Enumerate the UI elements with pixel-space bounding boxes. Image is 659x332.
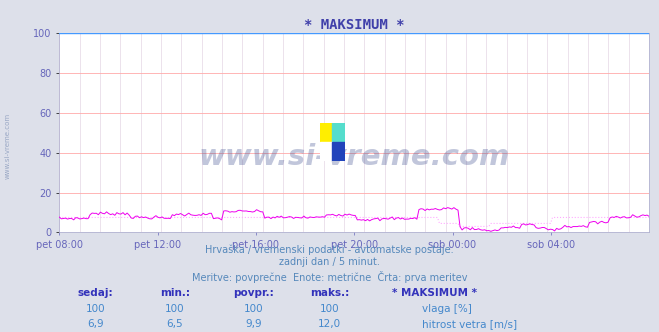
Text: sedaj:: sedaj: bbox=[78, 288, 113, 298]
Text: 6,9: 6,9 bbox=[87, 319, 104, 329]
Text: * MAKSIMUM *: * MAKSIMUM * bbox=[393, 288, 477, 298]
Text: 100: 100 bbox=[165, 304, 185, 314]
Text: www.si-vreme.com: www.si-vreme.com bbox=[198, 143, 510, 171]
Text: povpr.:: povpr.: bbox=[233, 288, 274, 298]
Text: www.si-vreme.com: www.si-vreme.com bbox=[5, 113, 11, 179]
Text: 9,9: 9,9 bbox=[245, 319, 262, 329]
Text: 100: 100 bbox=[86, 304, 105, 314]
Text: Hrvaška / vremenski podatki - avtomatske postaje.: Hrvaška / vremenski podatki - avtomatske… bbox=[205, 244, 454, 255]
Bar bbox=[320, 142, 332, 161]
Text: 12,0: 12,0 bbox=[318, 319, 341, 329]
Text: 100: 100 bbox=[320, 304, 339, 314]
Text: 6,5: 6,5 bbox=[166, 319, 183, 329]
Text: zadnji dan / 5 minut.: zadnji dan / 5 minut. bbox=[279, 257, 380, 267]
Bar bbox=[320, 123, 332, 142]
Text: hitrost vetra [m/s]: hitrost vetra [m/s] bbox=[422, 319, 517, 329]
Title: * MAKSIMUM *: * MAKSIMUM * bbox=[304, 18, 405, 32]
Text: 100: 100 bbox=[244, 304, 264, 314]
Text: min.:: min.: bbox=[159, 288, 190, 298]
Bar bbox=[332, 142, 345, 161]
Bar bbox=[332, 123, 345, 142]
Text: maks.:: maks.: bbox=[310, 288, 349, 298]
Text: Meritve: povprečne  Enote: metrične  Črta: prva meritev: Meritve: povprečne Enote: metrične Črta:… bbox=[192, 271, 467, 283]
Text: vlaga [%]: vlaga [%] bbox=[422, 304, 472, 314]
